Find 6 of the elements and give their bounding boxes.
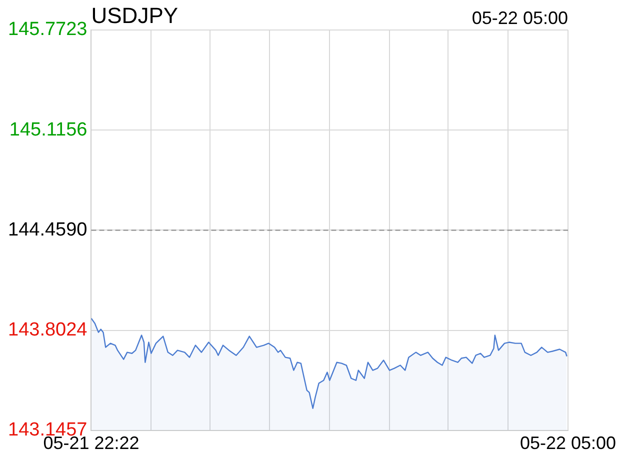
y-tick-label: 143.8024 [8,320,88,341]
y-tick-label: 145.1156 [9,119,88,140]
y-tick-label: 144.4590 [8,219,88,240]
y-tick-label: 145.7723 [8,19,88,40]
chart-title: USDJPY [91,3,178,28]
text: 05-22 05:00 [472,8,568,28]
